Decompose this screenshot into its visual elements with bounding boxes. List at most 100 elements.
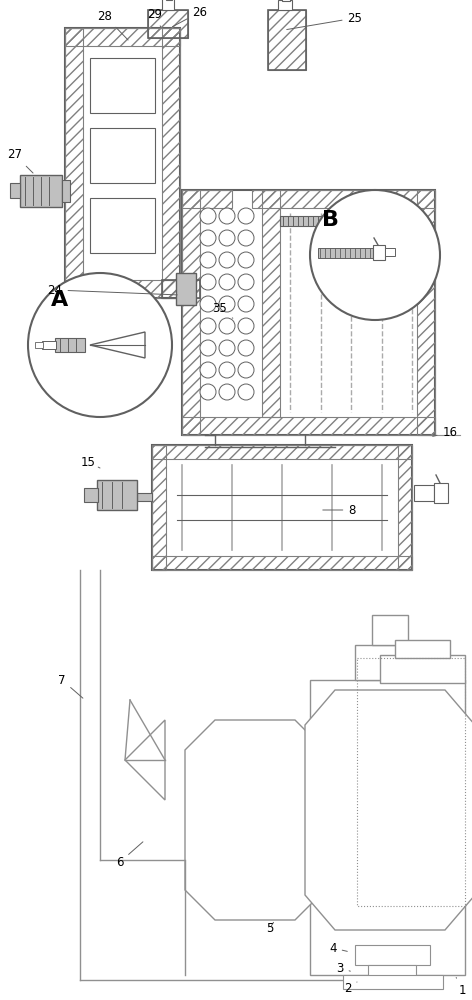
Text: 6: 6: [116, 842, 143, 868]
Bar: [137, 493, 152, 501]
Circle shape: [238, 384, 254, 400]
Bar: [176, 273, 196, 305]
Bar: [268, 10, 306, 70]
Circle shape: [238, 208, 254, 224]
Bar: [373, 245, 385, 260]
Bar: [162, 280, 200, 298]
Bar: [417, 190, 435, 435]
Bar: [97, 480, 137, 510]
Bar: [357, 658, 465, 906]
Bar: [182, 190, 200, 435]
Circle shape: [310, 190, 440, 320]
Bar: [65, 28, 180, 298]
Polygon shape: [125, 720, 165, 800]
Bar: [407, 217, 417, 225]
Circle shape: [238, 230, 254, 246]
Circle shape: [238, 274, 254, 290]
Bar: [268, 10, 306, 70]
Bar: [90, 198, 155, 253]
Bar: [162, 28, 180, 298]
Circle shape: [200, 340, 216, 356]
Text: 28: 28: [98, 9, 128, 40]
Bar: [355, 645, 425, 680]
Text: 29: 29: [147, 7, 162, 27]
Bar: [148, 10, 188, 38]
Bar: [90, 128, 155, 183]
Circle shape: [238, 252, 254, 268]
Circle shape: [200, 252, 216, 268]
Bar: [65, 28, 180, 46]
Text: 7: 7: [58, 674, 83, 698]
Bar: [182, 190, 435, 435]
Text: 2: 2: [344, 982, 357, 994]
Bar: [55, 338, 85, 352]
Bar: [368, 965, 416, 983]
Bar: [162, 280, 200, 298]
Text: 24: 24: [48, 284, 177, 296]
Circle shape: [200, 384, 216, 400]
Circle shape: [200, 362, 216, 378]
Text: 26: 26: [172, 5, 208, 27]
Circle shape: [219, 362, 235, 378]
Bar: [355, 945, 430, 965]
Bar: [20, 175, 62, 207]
Bar: [152, 445, 412, 570]
Bar: [414, 485, 434, 501]
Bar: [282, 0, 290, 1]
Bar: [152, 445, 166, 570]
Bar: [65, 28, 83, 298]
Text: 5: 5: [266, 922, 274, 934]
Text: A: A: [51, 290, 68, 310]
Circle shape: [200, 208, 216, 224]
Bar: [152, 445, 412, 459]
Circle shape: [219, 340, 235, 356]
Bar: [372, 615, 408, 645]
Bar: [42, 341, 56, 349]
Bar: [395, 214, 407, 228]
Circle shape: [238, 340, 254, 356]
Circle shape: [219, 384, 235, 400]
Bar: [380, 655, 465, 683]
Circle shape: [219, 230, 235, 246]
Text: 1: 1: [456, 978, 466, 996]
Text: 3: 3: [337, 962, 350, 974]
Circle shape: [200, 230, 216, 246]
Polygon shape: [305, 690, 472, 930]
Bar: [65, 280, 180, 298]
Bar: [343, 975, 443, 989]
Bar: [310, 680, 465, 975]
Bar: [434, 483, 448, 503]
Circle shape: [238, 296, 254, 312]
Bar: [62, 180, 70, 202]
Polygon shape: [185, 720, 325, 920]
Circle shape: [219, 296, 235, 312]
Text: 35: 35: [212, 302, 233, 318]
Bar: [182, 190, 232, 208]
Circle shape: [219, 318, 235, 334]
Bar: [162, 0, 174, 10]
Circle shape: [219, 208, 235, 224]
Circle shape: [28, 273, 172, 417]
Bar: [182, 417, 435, 435]
Circle shape: [238, 318, 254, 334]
Circle shape: [219, 252, 235, 268]
Bar: [385, 248, 395, 256]
Text: B: B: [321, 210, 338, 230]
Text: 27: 27: [8, 148, 33, 173]
Circle shape: [219, 274, 235, 290]
Bar: [278, 0, 292, 10]
Bar: [318, 248, 373, 258]
Bar: [395, 640, 450, 658]
Circle shape: [238, 362, 254, 378]
Text: 25: 25: [287, 11, 362, 30]
Circle shape: [200, 318, 216, 334]
Bar: [90, 58, 155, 113]
Circle shape: [200, 274, 216, 290]
Bar: [84, 488, 98, 502]
Text: 4: 4: [329, 942, 347, 954]
Bar: [10, 183, 20, 198]
Circle shape: [200, 296, 216, 312]
Bar: [148, 10, 188, 38]
Bar: [398, 445, 412, 570]
Bar: [252, 190, 435, 208]
